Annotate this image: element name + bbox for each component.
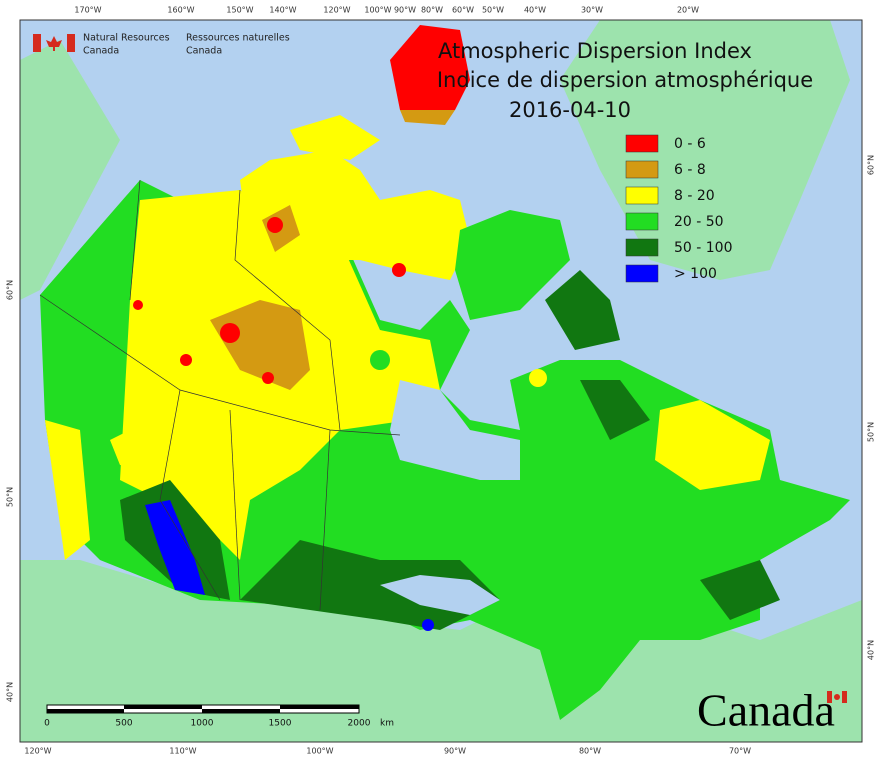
latitude-label: 40°N bbox=[6, 682, 15, 702]
zone-0-6-spot bbox=[220, 323, 240, 343]
zone-over-100 bbox=[145, 500, 205, 595]
scale-segment bbox=[124, 705, 202, 709]
longitude-label: 50°W bbox=[482, 6, 504, 15]
legend-label: 50 - 100 bbox=[674, 240, 733, 256]
longitude-label: 100°W bbox=[306, 747, 333, 756]
zone-8-20-spot bbox=[529, 369, 547, 387]
arctic-islands-north bbox=[290, 115, 380, 160]
legend-swatch bbox=[625, 160, 659, 179]
zone-20-50-spot bbox=[370, 350, 390, 370]
alaska bbox=[20, 40, 120, 300]
legend-swatch bbox=[625, 186, 659, 205]
baffin-green bbox=[455, 210, 570, 320]
hudson-bay bbox=[390, 380, 520, 480]
longitude-label: 140°W bbox=[269, 6, 296, 15]
longitude-label: 40°W bbox=[524, 6, 546, 15]
scale-segment bbox=[202, 709, 280, 713]
maple-leaf bbox=[834, 694, 840, 700]
longitude-label: 110°W bbox=[169, 747, 196, 756]
agency-en: Natural Resources bbox=[83, 33, 170, 44]
scale-label: 0 bbox=[44, 719, 50, 729]
legend-swatch bbox=[625, 264, 659, 283]
zone-8-20-east bbox=[655, 400, 770, 490]
wordmark: Canada bbox=[697, 685, 835, 736]
zone-0-6-spot bbox=[180, 354, 192, 366]
longitude-label: 160°W bbox=[167, 6, 194, 15]
zone-0-6-spot bbox=[133, 300, 143, 310]
longitude-label: 120°W bbox=[323, 6, 350, 15]
scale-label: 1000 bbox=[191, 719, 214, 729]
longitude-label: 90°W bbox=[394, 6, 416, 15]
latitude-label: 40°N bbox=[867, 640, 876, 660]
zone-over-100-spot bbox=[422, 619, 434, 631]
great-lakes bbox=[380, 575, 500, 615]
date: 2016-04-10 bbox=[509, 98, 631, 122]
flag-bar bbox=[67, 34, 75, 52]
longitude-label: 100°W bbox=[364, 6, 391, 15]
longitude-label: 60°W bbox=[452, 6, 474, 15]
scale-unit: km bbox=[380, 719, 394, 729]
agency-fr: Canada bbox=[186, 46, 222, 57]
legend-label: 6 - 8 bbox=[674, 162, 706, 178]
longitude-label: 70°W bbox=[729, 747, 751, 756]
longitude-label: 170°W bbox=[74, 6, 101, 15]
zone-8-20-bc bbox=[110, 420, 180, 470]
title: Atmospheric Dispersion Index bbox=[438, 39, 752, 63]
legend-swatch bbox=[625, 134, 659, 153]
frame bbox=[19, 19, 863, 743]
scale-bar: 0 500 1000 1500 2000 km bbox=[44, 704, 394, 729]
legend-label: > 100 bbox=[674, 266, 717, 282]
latitude-label: 50°N bbox=[6, 487, 15, 507]
legend-swatch bbox=[625, 238, 659, 257]
longitude-label: 80°W bbox=[579, 747, 601, 756]
zone-50-100-maritimes bbox=[700, 560, 780, 620]
zone-0-6-spot bbox=[262, 372, 274, 384]
zone-6-8-ellesmere bbox=[400, 110, 455, 125]
zone-50-100-labrador bbox=[545, 270, 620, 350]
map-body bbox=[20, 20, 862, 742]
longitude-label: 120°W bbox=[24, 747, 51, 756]
longitude-label: 20°W bbox=[677, 6, 699, 15]
maple-leaf bbox=[46, 36, 62, 51]
latitude-label: 60°N bbox=[867, 155, 876, 175]
zone-6-8-nwt bbox=[210, 300, 310, 390]
wordmark-flag bbox=[827, 691, 847, 703]
zone-8-20-coast bbox=[45, 420, 90, 560]
legend-label: 8 - 20 bbox=[674, 188, 715, 204]
agency-en: Canada bbox=[83, 46, 119, 57]
arctic-islands bbox=[240, 150, 470, 280]
legend-label: 20 - 50 bbox=[674, 214, 724, 230]
legend: 0 - 6 6 - 8 8 - 20 20 - 50 50 - 100 > 100 bbox=[625, 134, 733, 283]
longitude-label: 80°W bbox=[421, 6, 443, 15]
agency-fr: Ressources naturelles bbox=[186, 33, 290, 44]
scale-label: 2000 bbox=[348, 719, 371, 729]
zone-0-6-ellesmere bbox=[390, 25, 470, 110]
longitude-label: 150°W bbox=[226, 6, 253, 15]
latitude-label: 50°N bbox=[867, 422, 876, 442]
scale-label: 500 bbox=[115, 719, 132, 729]
zone-0-6-spot bbox=[392, 263, 406, 277]
flag-bar bbox=[842, 691, 847, 703]
flag-bar bbox=[33, 34, 41, 52]
scale-segment bbox=[47, 709, 124, 713]
flag-bar bbox=[827, 691, 832, 703]
longitude-label: 90°W bbox=[444, 747, 466, 756]
scale-label: 1500 bbox=[269, 719, 292, 729]
legend-label: 0 - 6 bbox=[674, 136, 706, 152]
signature: Natural Resources Canada Ressources natu… bbox=[33, 33, 290, 57]
latitude-label: 60°N bbox=[6, 280, 15, 300]
legend-swatch bbox=[625, 212, 659, 231]
graticule-labels: 170°W 160°W 150°W 140°W 120°W 100°W 90°W 80°W 60… bbox=[6, 6, 876, 756]
zone-50-100-quebec bbox=[580, 380, 650, 440]
scale-segment bbox=[280, 705, 359, 709]
borders bbox=[39, 179, 401, 611]
longitude-label: 30°W bbox=[581, 6, 603, 15]
zone-0-6-spot bbox=[267, 217, 283, 233]
title: Indice de dispersion atmosphérique bbox=[437, 68, 813, 92]
